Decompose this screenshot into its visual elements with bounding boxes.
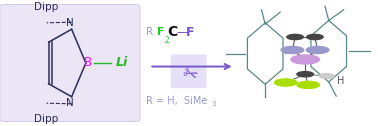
Circle shape [274, 79, 297, 86]
Text: N: N [66, 98, 74, 108]
Text: F: F [186, 26, 194, 39]
Circle shape [287, 34, 303, 40]
Text: R: R [146, 27, 153, 37]
Text: Dipp: Dipp [34, 2, 59, 12]
Circle shape [297, 81, 319, 88]
FancyBboxPatch shape [170, 54, 206, 88]
Text: C: C [167, 25, 178, 39]
Circle shape [307, 34, 323, 40]
Text: N: N [66, 18, 74, 28]
Text: R = H,  SiMe: R = H, SiMe [146, 96, 208, 106]
Circle shape [306, 46, 329, 54]
Circle shape [297, 72, 313, 77]
Text: 3: 3 [211, 101, 216, 107]
Circle shape [319, 74, 334, 78]
Text: Dipp: Dipp [34, 114, 59, 124]
Text: —: — [176, 26, 189, 39]
Circle shape [291, 55, 319, 64]
Text: H: H [338, 76, 345, 86]
Text: 2: 2 [165, 36, 169, 45]
Text: Li: Li [116, 56, 128, 69]
Text: ✂: ✂ [179, 64, 199, 86]
Circle shape [281, 46, 304, 54]
Text: F: F [157, 27, 164, 37]
Text: B: B [84, 56, 92, 70]
FancyBboxPatch shape [0, 5, 140, 121]
